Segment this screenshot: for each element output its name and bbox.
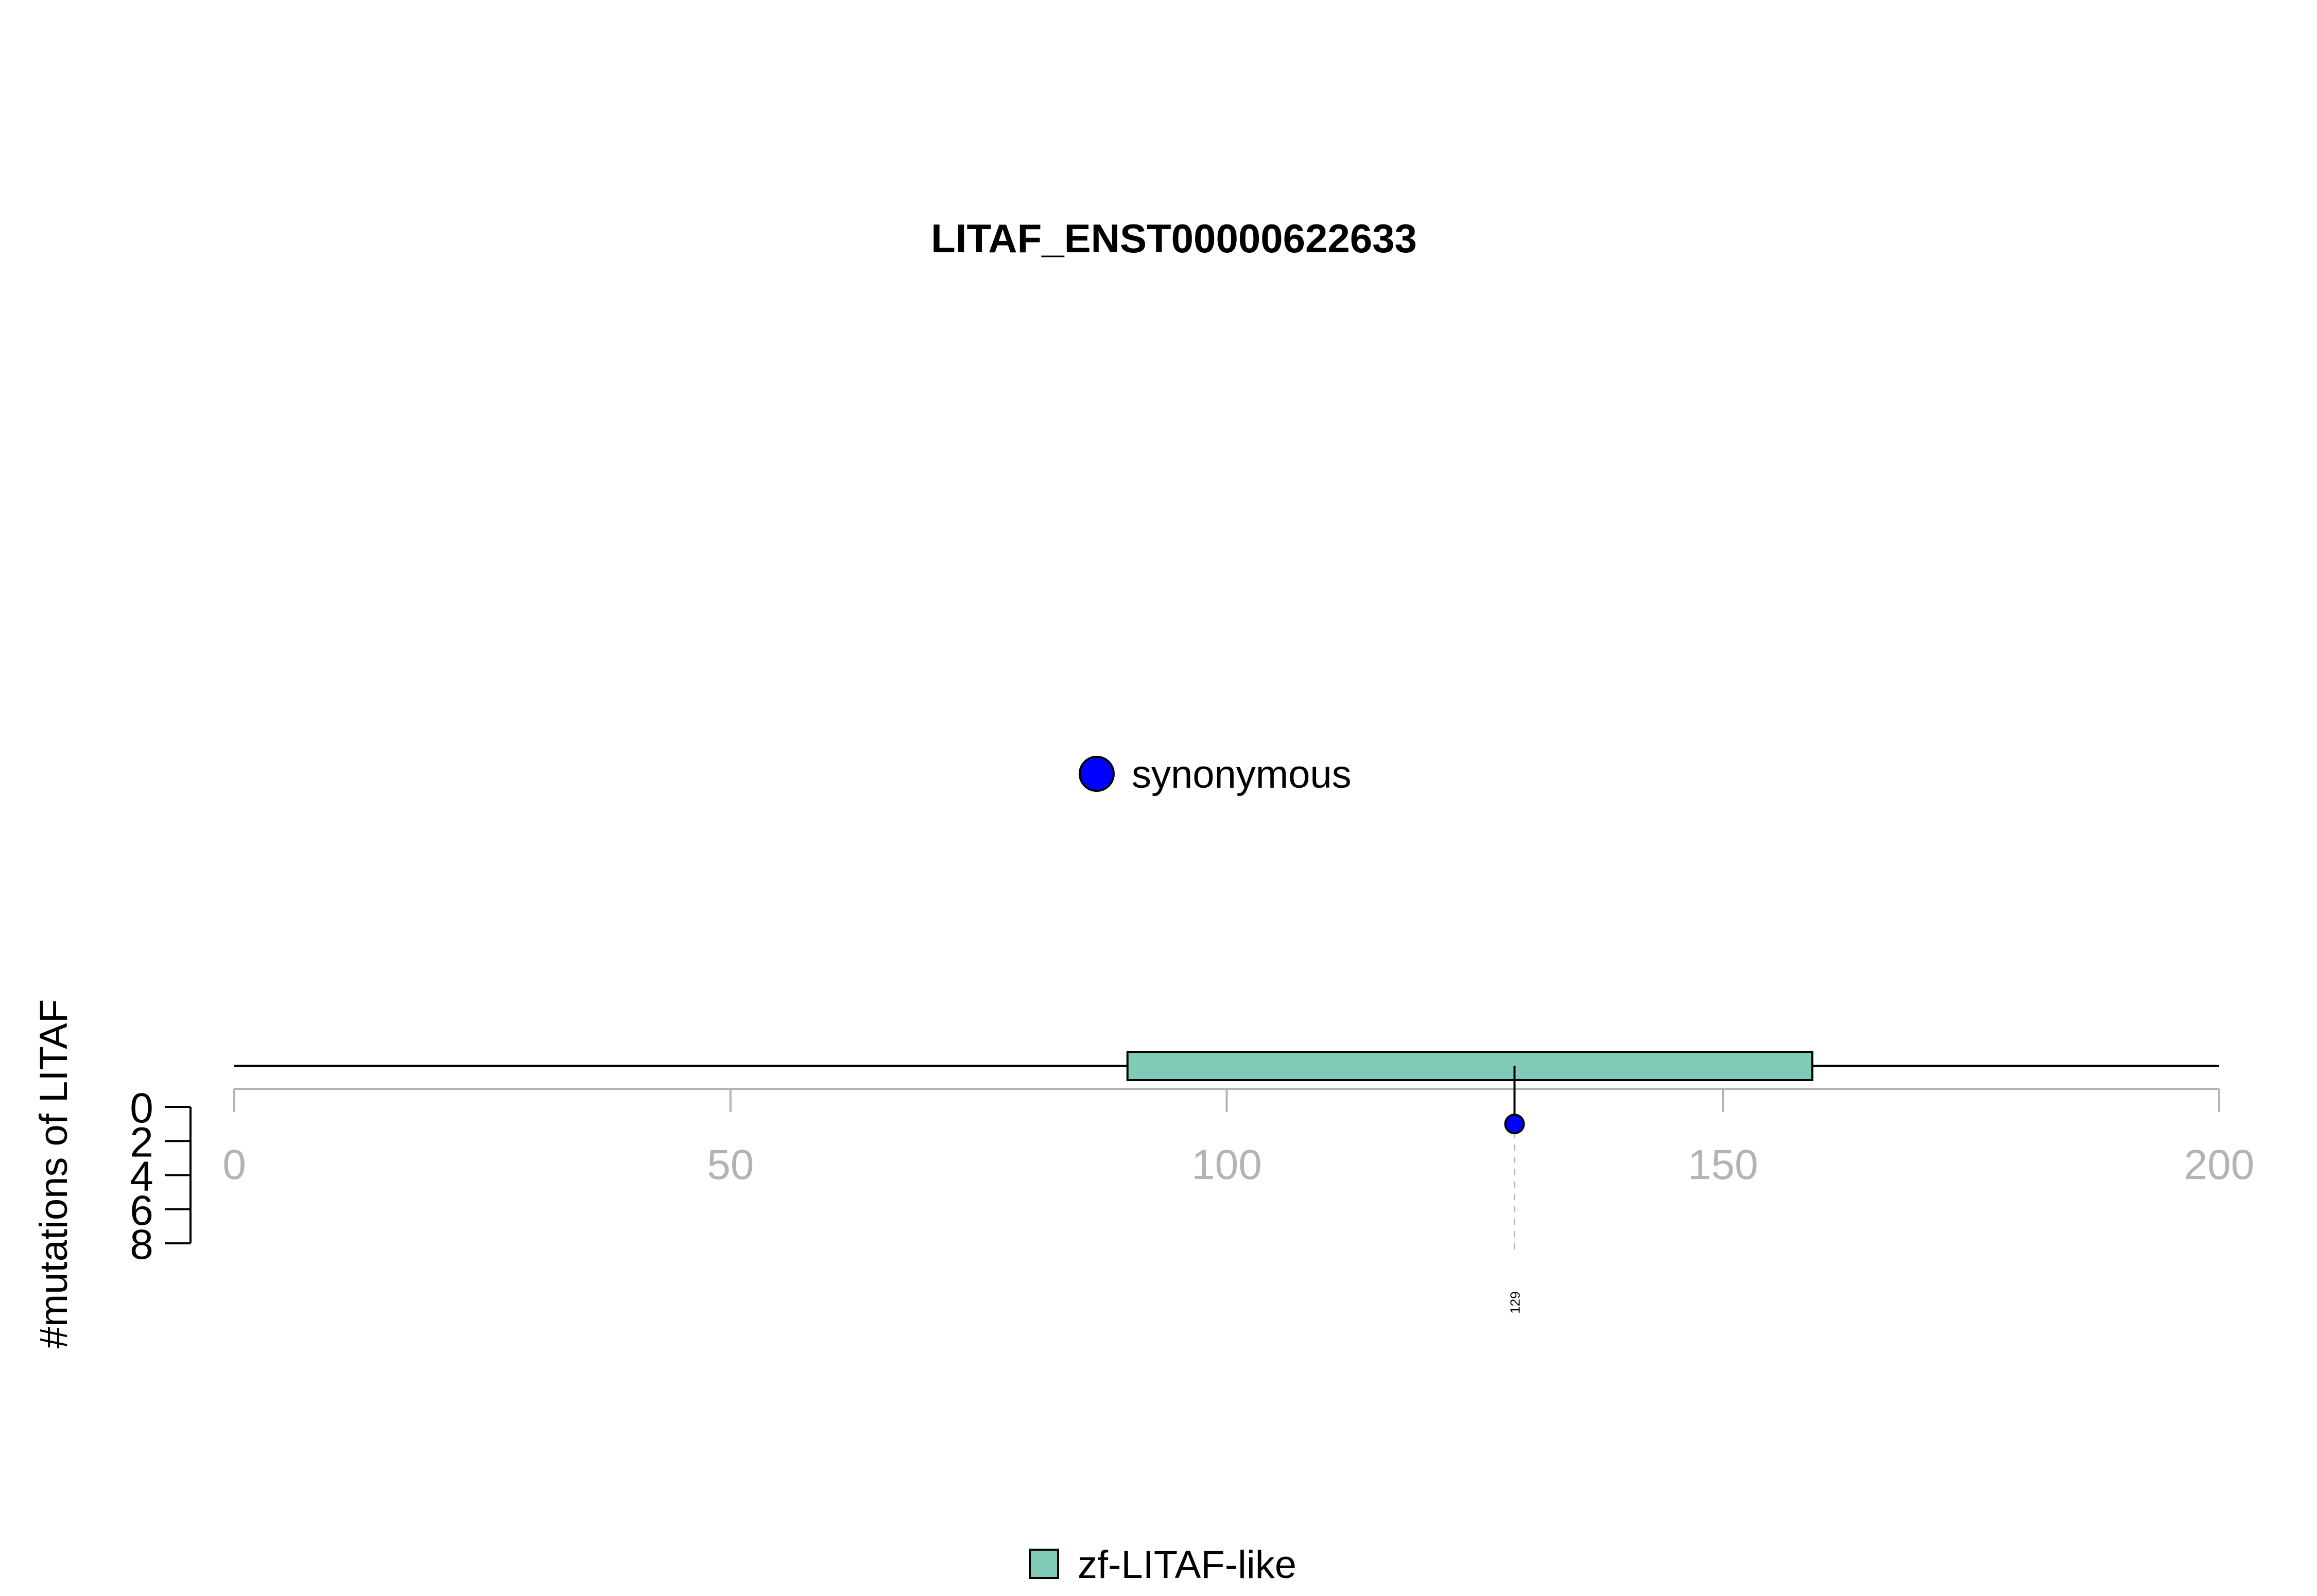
y-tick-label-8: 8: [130, 1221, 153, 1268]
legend-synonymous-marker: [1079, 756, 1115, 792]
legend-zf-litaf-like-swatch: [1029, 1549, 1059, 1579]
legend-zf-litaf-like-label: zf-LITAF-like: [1078, 1543, 1296, 1587]
mutation-point-129: [1504, 1114, 1525, 1135]
domain-zf-litaf-like: [1126, 1051, 1813, 1081]
x-axis: 0 50 100 150 200: [222, 1088, 2255, 1188]
y-tick-label-0: 0: [130, 1085, 153, 1132]
y-tick-label-4: 4: [130, 1153, 153, 1200]
domain-group: [1126, 1051, 1813, 1081]
x-tick-label-0: 0: [222, 1141, 246, 1188]
mutation-type-legend: synonymous: [1079, 753, 1352, 796]
y-tick-label-6: 6: [130, 1187, 153, 1234]
y-axis-label: #mutations of LITAF: [32, 999, 76, 1349]
x-tick-label-50: 50: [707, 1141, 754, 1188]
mutation-group: 129: [1504, 1066, 1525, 1314]
chart-title: LITAF_ENST00000622633: [931, 216, 1417, 261]
y-tick-label-2: 2: [130, 1119, 153, 1166]
domain-legend: zf-LITAF-like: [1029, 1543, 1296, 1587]
legend-synonymous-label: synonymous: [1132, 753, 1352, 796]
x-tick-label-100: 100: [1191, 1141, 1262, 1188]
mutation-position-label-129: 129: [1507, 1291, 1523, 1313]
x-tick-label-150: 150: [1688, 1141, 1758, 1188]
x-tick-label-200: 200: [2184, 1141, 2255, 1188]
